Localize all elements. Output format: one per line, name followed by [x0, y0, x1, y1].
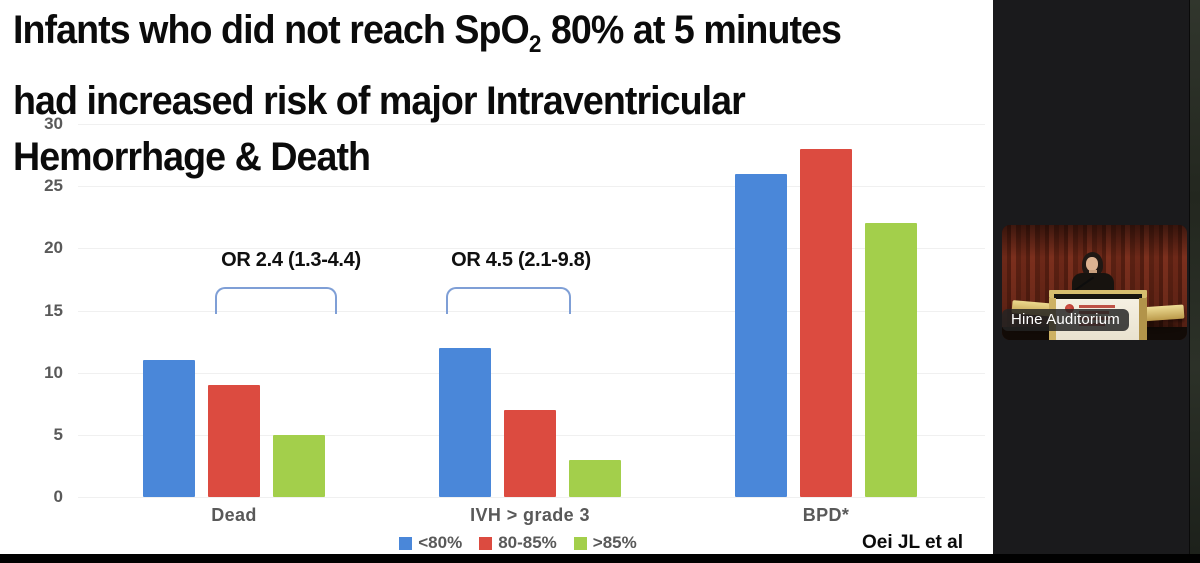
slide-title: Infants who did not reach SpO2 80% at 5 … [13, 2, 972, 185]
desktop-background-edge [1189, 0, 1200, 563]
category-label-dead: Dead [211, 505, 257, 525]
or-annotation-dead: OR 2.4 (1.3-4.4) [221, 249, 361, 271]
y-axis-tick-15: 15 [44, 300, 63, 320]
bar-ivh-grade-3-80-85 [504, 409, 556, 497]
bar-ivh-grade-3-85 [569, 459, 621, 497]
gridline-15 [78, 310, 985, 312]
speaker-face [1086, 257, 1098, 271]
subscript-2: 2 [528, 31, 542, 58]
gridline-10 [78, 372, 985, 374]
bottom-black-bar [0, 554, 1200, 563]
y-axis-tick-20: 20 [44, 238, 63, 258]
bar-dead-85 [273, 434, 325, 497]
legend-item-85: >85% [573, 533, 637, 553]
category-label-bpd: BPD* [802, 505, 850, 525]
podium-monitor-strip [1054, 294, 1142, 299]
meeting-sidebar: Hine Auditorium [993, 0, 1200, 563]
bar-bpd-80-85 [800, 148, 852, 497]
podium-post-right [1139, 298, 1147, 340]
slide-title-line2: had increased risk of major Intraventric… [13, 79, 746, 123]
legend-label-85: >85% [592, 533, 637, 552]
gridline-20 [78, 248, 985, 250]
y-axis-tick-10: 10 [44, 362, 63, 382]
legend-item-80: <80% [399, 533, 462, 553]
sign-text-line [1079, 305, 1115, 308]
presentation-slide: Infants who did not reach SpO2 80% at 5 … [0, 0, 993, 555]
bar-bpd-85 [865, 223, 917, 497]
chart-legend: <80% 80-85% >85% [78, 532, 958, 554]
legend-swatch-80-85 [479, 536, 493, 550]
gridline-0 [78, 497, 985, 498]
gridline-30 [78, 124, 985, 125]
bar-dead-80-85 [208, 385, 260, 497]
source-credit: Oei JL et al [861, 532, 963, 553]
slide-title-line3: Hemorrhage & Death [13, 135, 371, 179]
legend-label-80-85: 80-85% [498, 533, 557, 552]
category-label-ivh-grade-3: IVH > grade 3 [470, 505, 590, 525]
or-bracket-dead [215, 287, 337, 314]
legend-swatch-80 [399, 536, 413, 550]
bar-ivh-grade-3-80 [439, 347, 491, 497]
bar-bpd-80 [735, 173, 787, 497]
y-axis-tick-25: 25 [44, 176, 63, 196]
y-axis-tick-30: 30 [44, 114, 63, 133]
or-bracket-ivh-grade-3 [446, 287, 571, 314]
gridline-25 [78, 186, 985, 188]
grouped-bar-chart: 0 5 10 15 20 25 30 Dead IVH > grade 3 BPD* OR 2.4 … [44, 114, 985, 525]
legend-swatch-85 [573, 536, 587, 550]
bar-dead-80 [143, 360, 195, 497]
legend-label-80: <80% [418, 533, 463, 552]
conference-logo-icon [1065, 304, 1074, 313]
speaker-video-thumbnail[interactable]: Hine Auditorium [1002, 225, 1187, 340]
legend-item-80-85: 80-85% [479, 533, 557, 553]
location-badge: Hine Auditorium [1002, 309, 1129, 331]
or-annotation-ivh-grade-3: OR 4.5 (2.1-9.8) [451, 249, 591, 271]
y-axis-tick-0: 0 [53, 487, 63, 506]
y-axis-tick-5: 5 [53, 424, 63, 444]
slide-title-line1: Infants who did not reach SpO2 80% at 5 … [13, 8, 842, 58]
